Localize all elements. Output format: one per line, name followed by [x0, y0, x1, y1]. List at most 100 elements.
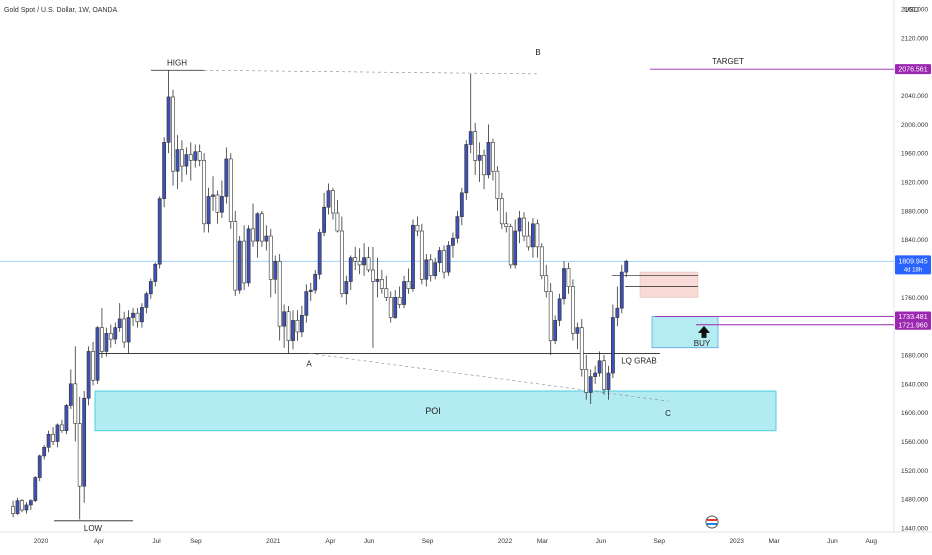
candle [451, 232, 455, 258]
candle [24, 502, 29, 514]
candle-body [140, 307, 144, 323]
zone-bottom-price-tag[interactable]: 1721.960 [895, 319, 931, 330]
candle [100, 308, 104, 358]
candle-body [148, 281, 153, 295]
candle-body [277, 260, 282, 327]
buy-label: BUY [694, 339, 711, 348]
candle-body [220, 196, 224, 213]
candle [180, 140, 184, 182]
candle-body [602, 360, 606, 390]
candle [95, 326, 100, 384]
candle-body [60, 424, 64, 431]
candle [140, 303, 144, 328]
candle-body [113, 327, 118, 340]
time-tick-label: Apr [94, 538, 105, 545]
candle [348, 255, 353, 291]
candle [522, 212, 526, 242]
candle [468, 73, 473, 154]
candle-body [184, 154, 189, 167]
candle [397, 286, 402, 309]
candle [255, 212, 260, 258]
candle-body [513, 230, 518, 266]
high-to-b-dashed-line[interactable] [203, 69, 539, 75]
tradingview-logo-icon[interactable] [705, 515, 719, 529]
candle [602, 355, 606, 395]
candle-body [335, 212, 340, 232]
candle [237, 236, 242, 294]
candle-body [464, 144, 469, 194]
candle [104, 327, 109, 357]
candle-body [117, 318, 122, 328]
candle-body [562, 268, 566, 300]
candle [393, 290, 398, 319]
candle-body [371, 269, 375, 282]
candle-body [548, 291, 553, 341]
target-price-tag[interactable]: 2076.561 [895, 64, 931, 75]
candle-body [366, 257, 371, 271]
candle-body [11, 506, 15, 514]
candle-body [144, 293, 149, 308]
candle [264, 225, 269, 251]
last-price-tag[interactable]: 1809.945 4d 18h [895, 255, 931, 275]
candle-body [295, 320, 300, 333]
candle-body [68, 383, 73, 406]
candle-body [211, 194, 215, 197]
candle-body [593, 372, 598, 377]
candle-body [437, 250, 442, 264]
time-axis[interactable]: 2020 Apr Jul Sep 2021 Apr Jun Sep 2022 Mar Jun Sep 2… [0, 531, 932, 545]
candle-body [326, 190, 331, 208]
candle [442, 245, 446, 279]
candle [91, 342, 95, 386]
candle [384, 275, 389, 301]
candle-body [237, 240, 242, 291]
buy-arrow-icon [698, 325, 710, 338]
candle [51, 427, 55, 446]
price-tick-label: 1960.000 [901, 151, 928, 158]
candle [42, 445, 47, 460]
zone-top-price-tag[interactable]: 1733.481 [895, 311, 931, 322]
candle-body [317, 232, 322, 275]
point-b-label: B [535, 48, 540, 57]
candle [28, 499, 33, 510]
candle-body [451, 237, 455, 246]
candle-body [459, 192, 464, 217]
candle [148, 278, 153, 299]
chart-header-symbol[interactable]: Gold Spot / U.S. Dollar, 1W, OANDA [4, 7, 118, 14]
candle [233, 210, 238, 296]
candle [517, 210, 522, 244]
zone-top-price-tag-text: 1733.481 [898, 314, 927, 321]
candle [526, 221, 531, 251]
time-tick-label: Apr [325, 538, 336, 545]
candle [544, 264, 549, 298]
candle-body [375, 279, 380, 282]
candle-body [122, 318, 127, 343]
zone-bottom-price-tag-text: 1721.960 [898, 322, 927, 329]
candle-body [28, 500, 33, 506]
order-block-zone[interactable] [639, 271, 699, 298]
candle [611, 304, 615, 379]
candle-body [553, 320, 558, 341]
point-c-label: C [665, 409, 671, 418]
poi-zone[interactable] [94, 390, 777, 432]
candle [317, 228, 322, 280]
candle-body [51, 433, 55, 442]
candle-body [255, 213, 260, 242]
candle [113, 322, 118, 345]
poi-label: POI [425, 406, 441, 416]
candle [11, 500, 15, 518]
candle-body [299, 315, 304, 333]
candle-body [388, 297, 393, 318]
time-tick-label: 2020 [34, 538, 49, 545]
candle [584, 355, 589, 400]
candle-body [282, 311, 287, 327]
candle [553, 315, 558, 345]
candle-body [308, 289, 313, 292]
candle-body [415, 224, 420, 232]
zone-top-price-tag-bg [895, 311, 931, 322]
candle-body [579, 327, 584, 370]
candle [619, 264, 624, 314]
candle-body [571, 286, 575, 334]
candle [446, 241, 451, 276]
